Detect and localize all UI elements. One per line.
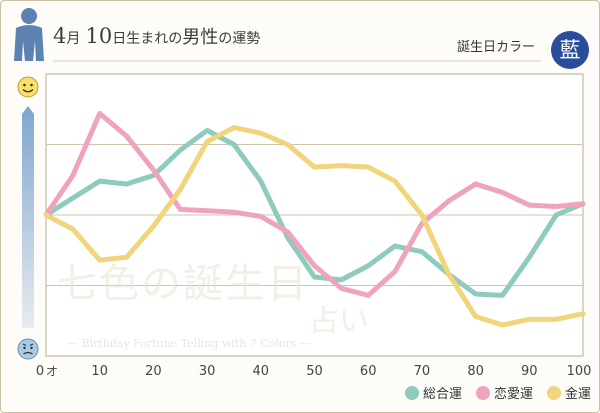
title-suffix: の運勢: [218, 31, 261, 47]
birth-month: 4: [53, 24, 67, 48]
gender-label: 男性: [182, 27, 219, 48]
legend-swatch-money: [546, 385, 561, 400]
x-tick-label: 20: [145, 364, 162, 379]
legend-item-money: 金運: [546, 383, 591, 402]
page-title: 4月 10日生まれの男性の運勢: [53, 23, 260, 49]
legend-label-money: 金運: [564, 387, 591, 402]
x-tick-label: 40: [253, 364, 270, 379]
watermark-tagline: — Birthday Fortune Telling with 7 Colors…: [67, 337, 311, 350]
legend-item-love: 恋愛運: [475, 383, 533, 402]
x-tick-label: 50: [306, 364, 323, 379]
series-line-money: [43, 125, 586, 328]
legend-swatch-love: [475, 385, 490, 400]
x-tick-label: 0: [36, 364, 44, 379]
birthday-color-label: 誕生日カラー: [456, 40, 535, 55]
x-tick-label: 90: [521, 364, 538, 379]
birthday-color-badge: 藍: [551, 31, 589, 69]
day-unit: 日生まれの: [112, 31, 183, 47]
legend-label-love: 恋愛運: [493, 387, 533, 402]
x-tick-label: 80: [467, 364, 484, 379]
fortune-gauge: [17, 76, 39, 360]
x-tick-label: 10: [91, 364, 108, 379]
watermark-sub: 占い: [309, 304, 369, 339]
birth-day: 10: [85, 24, 113, 48]
happy-face-icon: [17, 76, 39, 98]
legend-swatch-total: [404, 385, 419, 400]
x-tick-label: 70: [414, 364, 431, 379]
series-line-love: [43, 110, 586, 298]
month-unit: 月: [66, 31, 81, 47]
x-unit-label: 才: [47, 364, 58, 378]
header-rule: [53, 60, 541, 62]
x-tick-label: 30: [199, 364, 216, 379]
watermark-main: 七色の誕生日: [57, 261, 309, 307]
chart-legend: 総合運 恋愛運 金運: [404, 383, 591, 402]
legend-item-total: 総合運: [404, 383, 462, 402]
watermark: 七色の誕生日 占い — Birthday Fortune Telling wit…: [57, 261, 369, 350]
x-tick-label: 60: [360, 364, 377, 379]
legend-label-total: 総合運: [422, 387, 462, 402]
header: 4月 10日生まれの男性の運勢 誕生日カラー 藍: [1, 1, 599, 69]
x-tick-label: 100: [567, 364, 592, 379]
person-silhouette-icon: [14, 8, 44, 61]
